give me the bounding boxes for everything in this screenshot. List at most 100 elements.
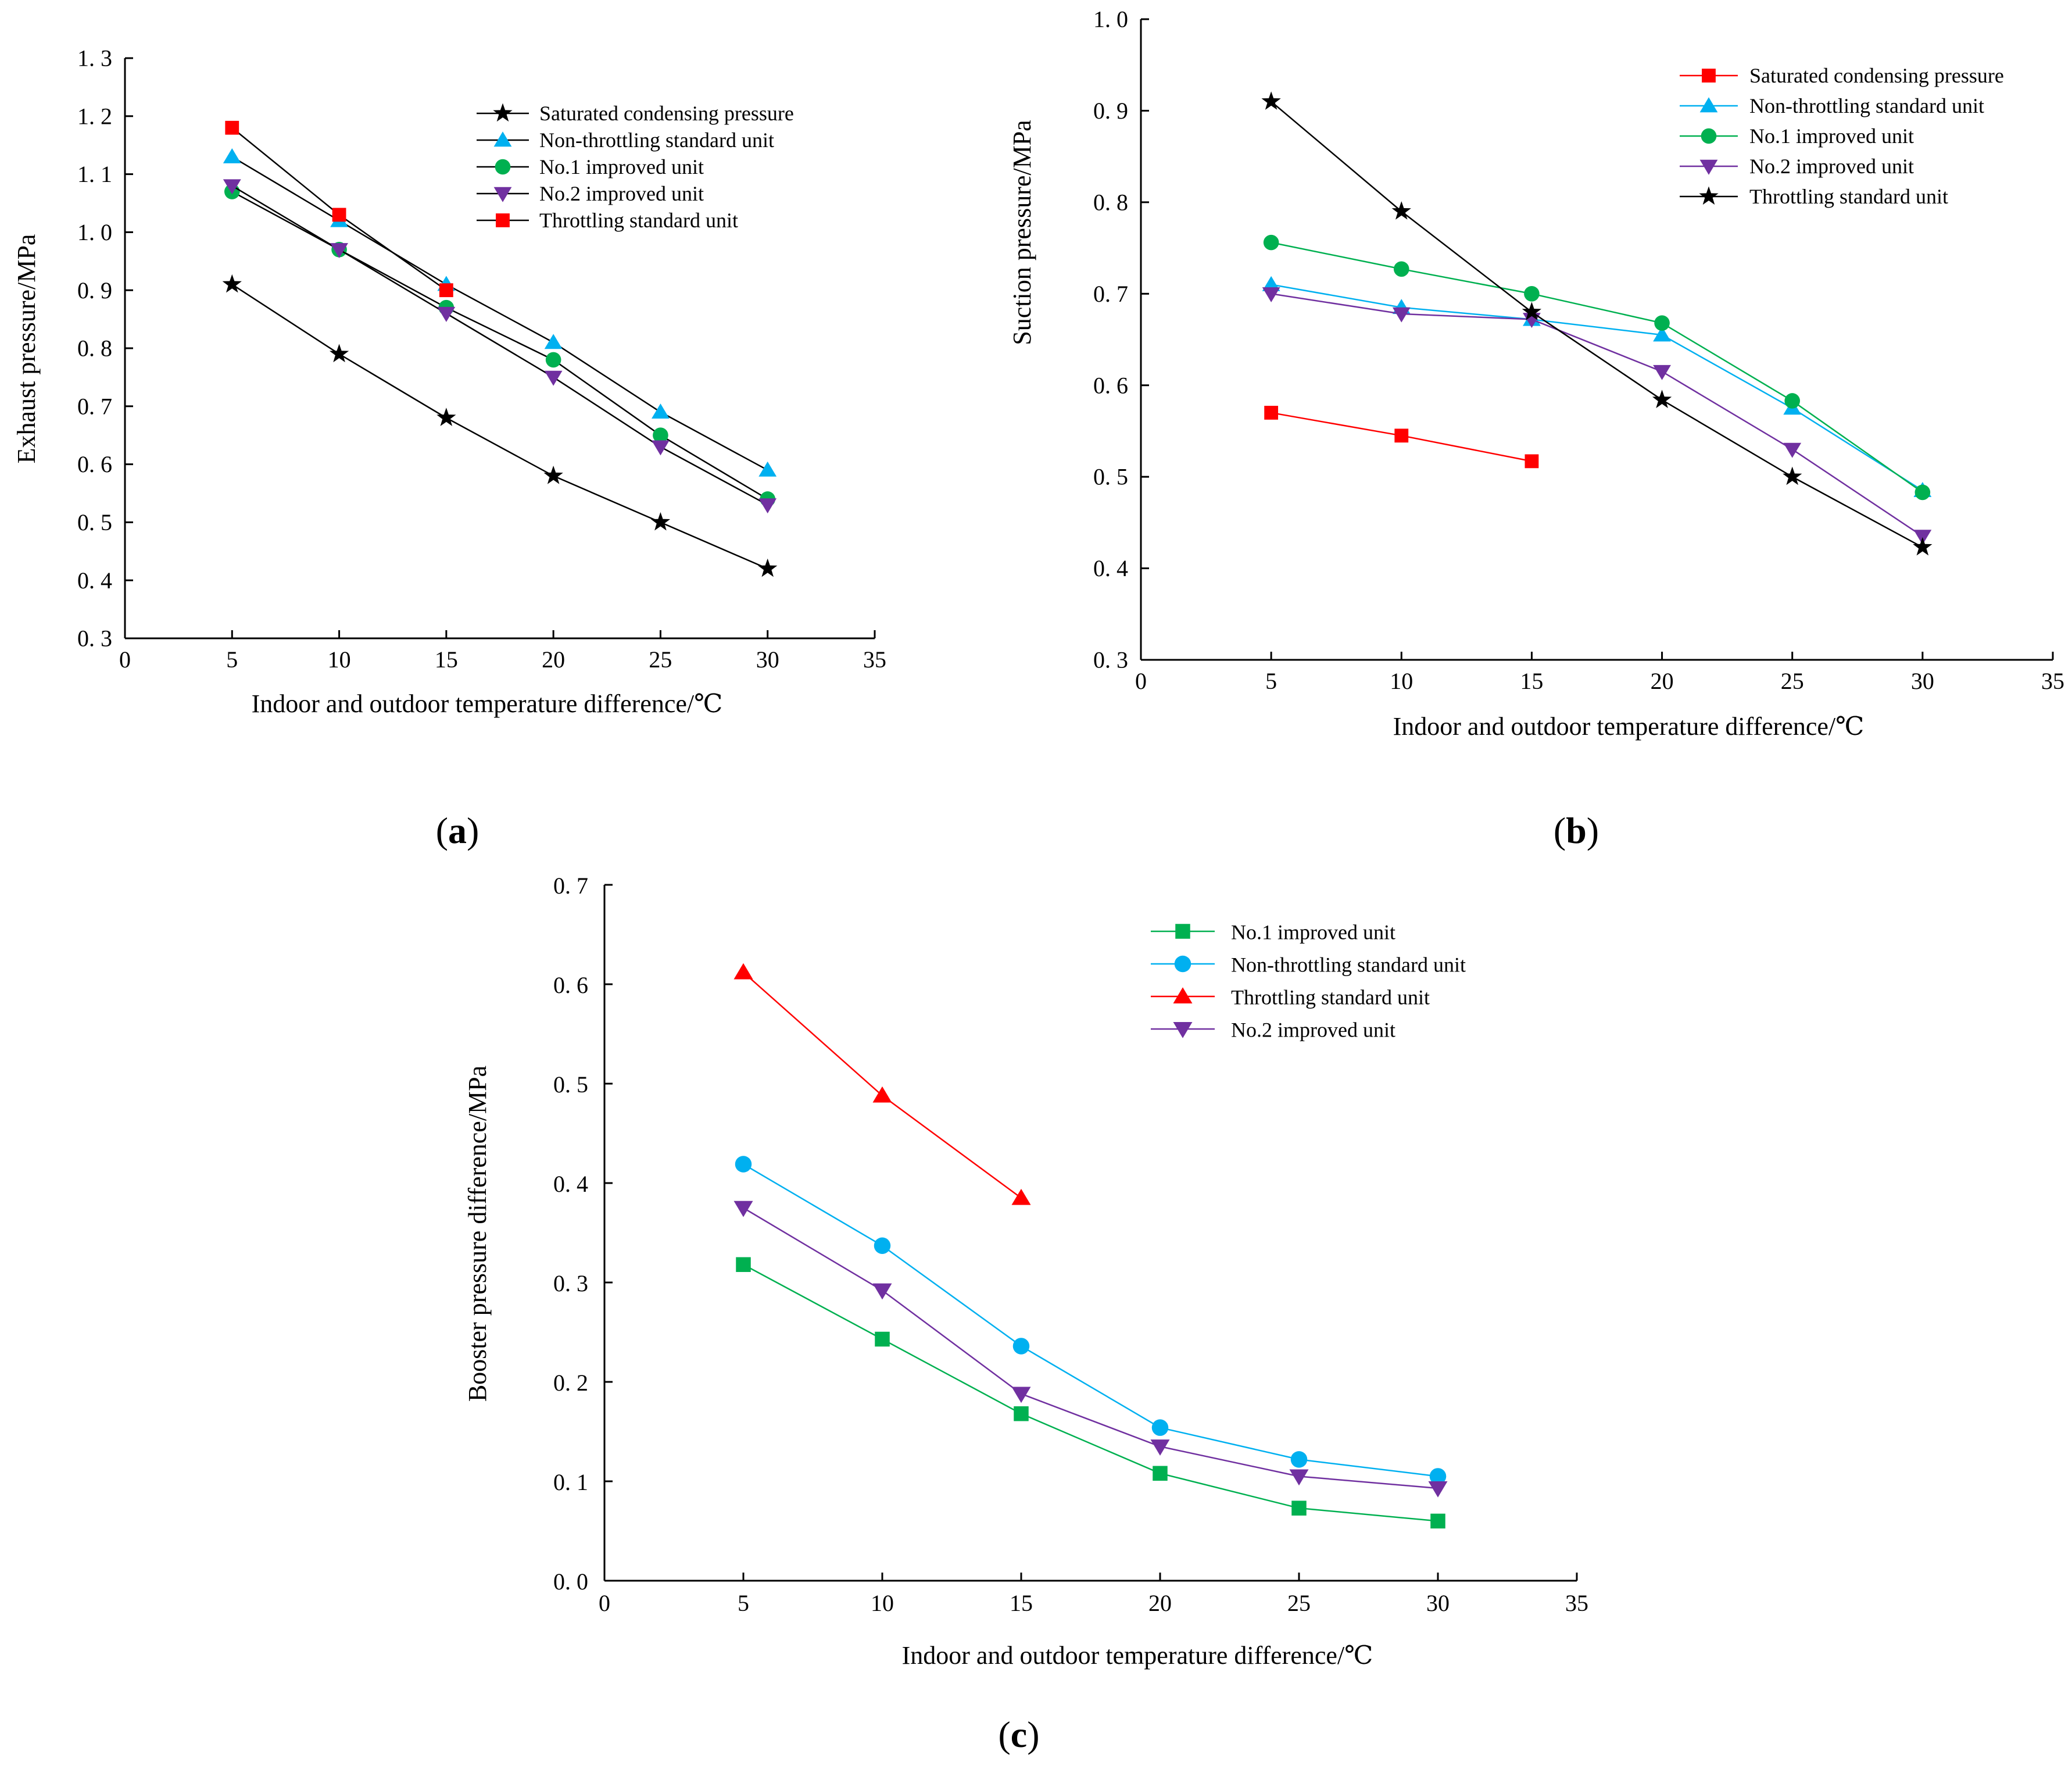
data-point — [1429, 1468, 1447, 1485]
x-tick-label: 30 — [1426, 1590, 1450, 1616]
series-3 — [223, 179, 777, 514]
y-tick-label: 0. 5 — [553, 1071, 588, 1098]
legend-label: No.1 improved unit — [539, 155, 704, 178]
x-tick-label: 5 — [738, 1590, 749, 1616]
data-point — [1290, 1451, 1308, 1468]
series-1 — [1262, 276, 1932, 497]
data-point — [1153, 1466, 1168, 1481]
legend-label: Non-throttling standard unit — [1749, 94, 1984, 117]
data-point — [1289, 1469, 1309, 1486]
data-point — [652, 403, 670, 419]
data-point — [653, 427, 668, 443]
series-1 — [735, 1156, 1447, 1485]
legend-marker — [1701, 128, 1717, 144]
x-tick-label: 30 — [1911, 668, 1934, 694]
data-point — [223, 148, 241, 163]
y-tick-label: 0. 7 — [77, 393, 112, 419]
legend-item: No.2 improved unit — [1151, 1019, 1395, 1042]
data-point — [544, 334, 563, 349]
data-point — [1151, 1419, 1169, 1436]
data-point — [736, 1257, 751, 1272]
x-tick-label: 15 — [1010, 1590, 1033, 1616]
x-tick-label: 20 — [542, 646, 565, 673]
legend-label: No.2 improved unit — [539, 182, 704, 205]
data-point — [1263, 234, 1279, 251]
series-0 — [736, 1257, 1445, 1529]
x-tick-label: 20 — [1148, 1590, 1172, 1616]
data-point — [874, 1237, 891, 1254]
legend-item: Saturated condensing pressure — [477, 102, 794, 125]
x-tick-label: 25 — [1781, 668, 1804, 694]
data-point — [1654, 315, 1670, 331]
data-point — [1011, 1188, 1031, 1205]
series-line — [1271, 284, 1923, 491]
legend-label: No.1 improved unit — [1231, 921, 1395, 944]
data-point — [225, 120, 239, 135]
data-point — [1262, 287, 1280, 302]
data-point — [872, 1086, 892, 1103]
data-point — [1428, 1481, 1448, 1498]
legend-marker — [1699, 186, 1719, 205]
legend-item: Throttling standard unit — [1151, 986, 1430, 1009]
legend-label: Saturated condensing pressure — [539, 102, 794, 125]
legend-label: No.2 improved unit — [1749, 155, 1914, 178]
data-point — [1150, 1439, 1170, 1456]
legend-marker — [493, 187, 512, 202]
data-point — [1392, 307, 1411, 323]
data-point — [329, 344, 349, 363]
x-tick-label: 35 — [1565, 1590, 1588, 1616]
y-tick-label: 0. 8 — [1093, 189, 1128, 215]
y-tick-label: 0. 1 — [553, 1469, 588, 1495]
legend-item: Throttling standard unit — [1680, 185, 1948, 208]
y-tick-label: 0. 6 — [553, 972, 588, 998]
y-axis-title: Exhaust pressure/MPa — [12, 234, 41, 464]
data-point — [1913, 537, 1933, 556]
y-tick-label: 1. 1 — [77, 161, 112, 187]
data-point — [543, 466, 563, 484]
data-point — [436, 408, 456, 426]
data-point — [1391, 201, 1411, 220]
legend-marker — [1699, 97, 1718, 113]
data-point — [1784, 393, 1801, 409]
data-point — [1652, 390, 1672, 409]
y-tick-label: 0. 5 — [1093, 464, 1128, 490]
y-tick-label: 0. 4 — [77, 567, 112, 594]
y-tick-label: 0. 6 — [77, 451, 112, 477]
series-line — [1271, 293, 1923, 537]
legend-item: Saturated condensing pressure — [1680, 64, 2004, 87]
data-point — [1261, 91, 1281, 110]
legend-item: No.1 improved unit — [1151, 921, 1395, 944]
data-point — [1525, 454, 1539, 469]
chart-panel-c: 0. 0 0. 1 0. 2 0. 3 0. 4 0. 5 0. 6 0. 7 0 5 10 15 20… — [463, 873, 1588, 1755]
data-point — [437, 306, 456, 322]
x-tick-label: 20 — [1651, 668, 1674, 694]
x-tick-label: 30 — [756, 646, 779, 673]
x-tick-label: 0 — [599, 1590, 610, 1616]
series-line — [1271, 241, 1923, 493]
x-tick-label: 10 — [871, 1590, 894, 1616]
legend-marker — [495, 159, 511, 175]
series-line — [743, 1264, 1438, 1522]
data-point — [652, 440, 670, 456]
x-tick-label: 5 — [226, 646, 238, 673]
legend-marker — [493, 131, 512, 147]
legend-label: Throttling standard unit — [1749, 185, 1948, 208]
x-tick-label: 35 — [2041, 668, 2064, 694]
series-line — [231, 185, 768, 506]
panel-label: (b) — [1554, 810, 1599, 851]
legend-marker — [493, 103, 513, 122]
legend-item: Non-throttling standard unit — [1680, 94, 1984, 117]
data-point — [1914, 484, 1931, 501]
series-line — [743, 1207, 1438, 1489]
chart-panel-b: 0. 3 0. 4 0. 5 0. 6 0. 7 0. 8 0. 9 1. 0 0 5 10 15 20… — [1008, 6, 2064, 851]
y-tick-label: 0. 2 — [553, 1370, 588, 1396]
data-point — [1783, 442, 1802, 458]
x-tick-label: 0 — [1135, 668, 1147, 694]
data-point — [1524, 285, 1540, 302]
legend: No.1 improved unit Non-throttling standar… — [1151, 921, 1466, 1042]
data-point — [735, 1156, 752, 1173]
data-point — [545, 352, 561, 368]
data-point — [222, 274, 242, 293]
legend-label: Non-throttling standard unit — [539, 128, 774, 152]
